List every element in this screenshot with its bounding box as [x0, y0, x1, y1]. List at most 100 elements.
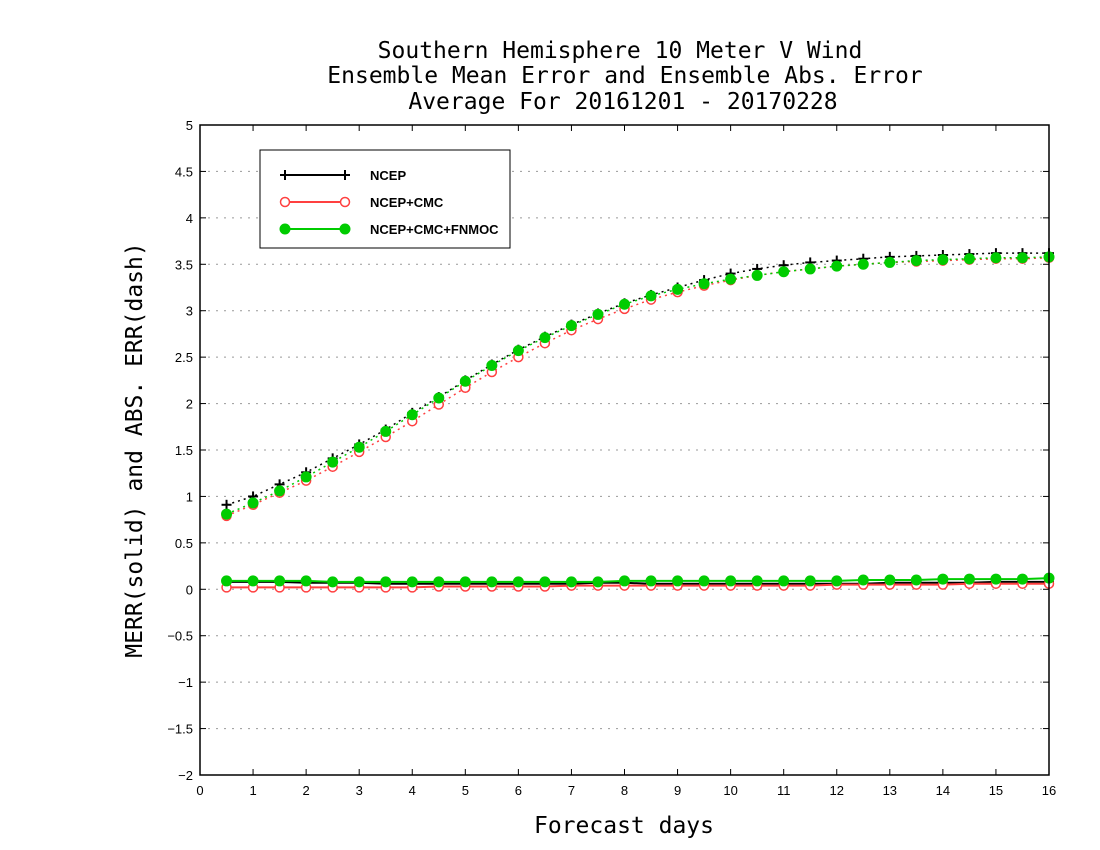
y-tick-label: 3: [186, 304, 193, 319]
merr-point-2: [725, 575, 737, 587]
legend-marker: [340, 170, 350, 180]
y-tick-label: 2: [186, 397, 193, 412]
merr-point-2: [565, 576, 577, 588]
abs-err-point-2: [963, 253, 975, 265]
merr-point-2: [672, 575, 684, 587]
merr-point-2: [645, 575, 657, 587]
x-tick-label: 4: [409, 783, 416, 798]
x-tick-label: 0: [196, 783, 203, 798]
merr-line-1: [226, 582, 1049, 589]
abs-err-point-2: [406, 409, 418, 421]
legend-marker: [280, 170, 290, 180]
x-tick-label: 5: [462, 783, 469, 798]
legend-marker: [339, 223, 351, 235]
abs-err-point-2: [751, 269, 763, 281]
x-tick-label: 8: [621, 783, 628, 798]
abs-err-point-2: [380, 425, 392, 437]
title-line-1: Southern Hemisphere 10 Meter V Wind: [378, 38, 863, 64]
y-tick-label: 1: [186, 489, 193, 504]
abs-err-point-2: [884, 256, 896, 268]
merr-point-2: [592, 576, 604, 588]
abs-err-point-2: [300, 471, 312, 483]
axis-ticks: −2−1.5−1−0.500.511.522.533.544.550 1 2 3 4 5 6…: [167, 118, 1056, 798]
merr-point-2: [406, 576, 418, 588]
legend-marker: [339, 196, 351, 208]
abs-err-point-2: [831, 260, 843, 272]
abs-err-point-2: [353, 441, 365, 453]
x-tick-label: 9: [674, 783, 681, 798]
gridlines: [200, 170, 1049, 730]
merr-point-2: [619, 575, 630, 587]
y-tick-label: 3.5: [175, 257, 193, 272]
merr-point-2: [804, 575, 816, 587]
y-tick-label: −1: [178, 675, 193, 690]
merr-point-2: [274, 575, 286, 587]
x-tick-label: 13: [883, 783, 897, 798]
abs-err-point-2: [459, 375, 471, 387]
series-markers: [221, 248, 1055, 593]
merr-point-2: [990, 573, 1002, 585]
legend-box: [259, 149, 511, 249]
abs-err-point-2: [539, 332, 551, 344]
abs-err-line-1: [226, 257, 1050, 517]
merr-line-2: [226, 577, 1050, 583]
x-tick-label: 6: [515, 783, 522, 798]
abs-err-point-2: [645, 290, 657, 302]
y-tick-label: −1.5: [167, 722, 193, 737]
abs-err-point-2: [486, 360, 498, 371]
abs-err-point-2: [672, 283, 684, 295]
legend: NCEP NCEP+CMC NCEP+CMC+FNMOC: [259, 149, 511, 249]
x-tick-label: 3: [356, 783, 363, 798]
y-tick-label: −0.5: [167, 629, 193, 644]
abs-err-point-2: [778, 266, 790, 278]
y-tick-label: 0: [186, 582, 193, 597]
merr-point-2: [247, 575, 259, 587]
merr-point-2: [698, 575, 710, 587]
merr-point-2: [486, 576, 498, 588]
abs-err-point-2: [698, 278, 710, 290]
merr-point-2: [353, 576, 365, 588]
abs-err-point-2: [1016, 252, 1028, 264]
y-tick-label: 5: [186, 118, 193, 133]
y-tick-label: 4.5: [175, 164, 193, 179]
abs-err-point-2: [221, 508, 233, 520]
legend-label: NCEP: [370, 168, 406, 183]
x-tick-label: 16: [1042, 783, 1056, 798]
merr-point-2: [963, 573, 975, 585]
abs-err-point-2: [565, 320, 577, 332]
merr-point-2: [937, 573, 949, 585]
y-tick-label: 4: [186, 211, 193, 226]
merr-point-2: [884, 574, 896, 586]
merr-point-2: [512, 576, 524, 588]
abs-err-point-2: [725, 273, 737, 285]
x-tick-label: 1: [249, 783, 256, 798]
abs-err-point-2: [910, 255, 922, 267]
title-line-3: Average For 20161201 - 20170228: [408, 89, 837, 115]
abs-err-line-2: [226, 256, 1050, 515]
merr-point-2: [459, 576, 471, 588]
y-tick-label: 0.5: [175, 536, 193, 551]
x-tick-label: 10: [723, 783, 737, 798]
abs-err-line-0: [226, 252, 1049, 506]
x-tick-label: 12: [830, 783, 844, 798]
legend-marker: [279, 196, 291, 208]
chart-title: Southern Hemisphere 10 Meter V Wind Ense…: [327, 38, 922, 115]
legend-label: NCEP+CMC+FNMOC: [370, 222, 499, 237]
x-tick-label: 2: [303, 783, 310, 798]
y-tick-label: −2: [178, 768, 193, 783]
abs-err-point-2: [592, 308, 604, 320]
title-line-2: Ensemble Mean Error and Ensemble Abs. Er…: [327, 63, 922, 89]
merr-point-2: [1016, 573, 1028, 585]
merr-point-2: [910, 574, 922, 586]
abs-err-point-2: [433, 392, 445, 404]
abs-err-point-2: [327, 456, 339, 468]
abs-err-point-2: [274, 485, 286, 497]
abs-err-point-2: [619, 298, 630, 310]
x-tick-label: 15: [989, 783, 1003, 798]
legend-label: NCEP+CMC: [370, 195, 444, 210]
series-lines: [226, 252, 1050, 589]
y-axis-label: MERR(solid) and ABS. ERR(dash): [122, 242, 148, 657]
merr-point-2: [751, 575, 763, 587]
x-tick-label: 11: [777, 783, 791, 798]
